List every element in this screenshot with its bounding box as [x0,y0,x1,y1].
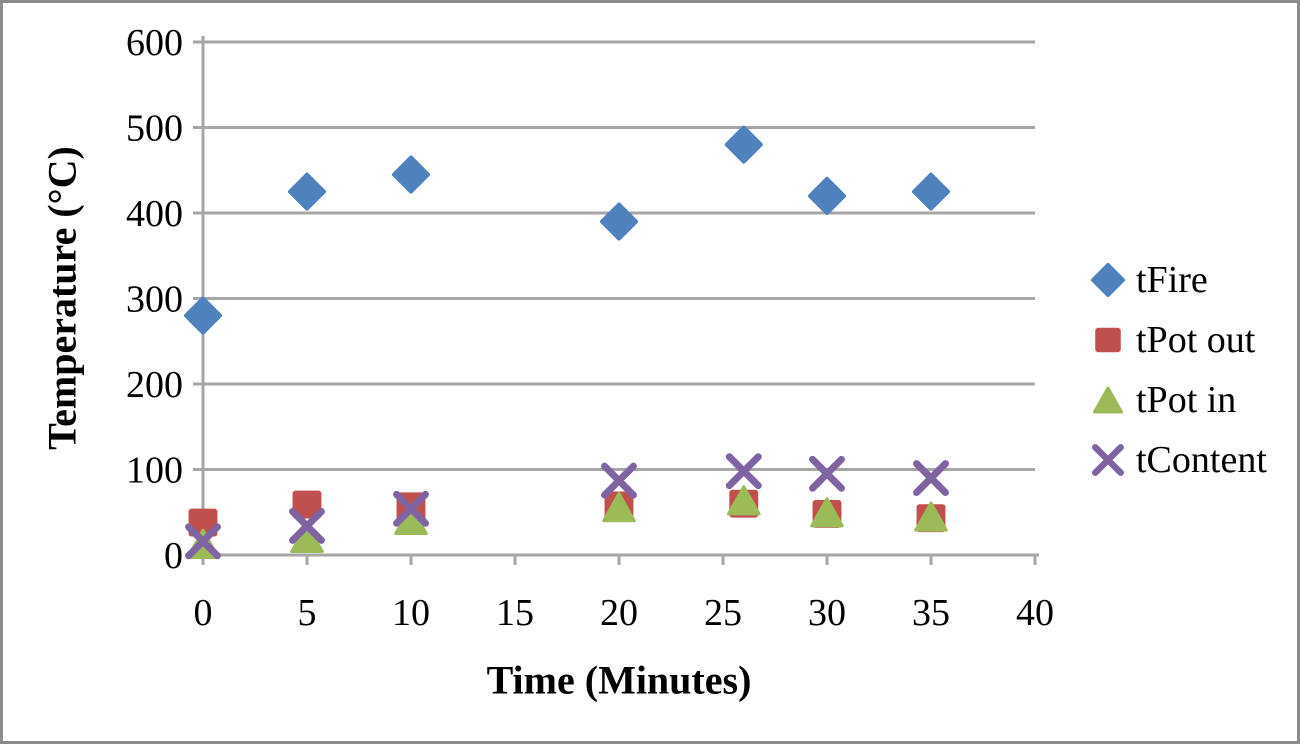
x-tick-label: 0 [194,592,213,634]
marker-triangle [602,492,636,523]
marker-diamond [392,155,430,194]
y-axis-title: Temperature (°C) [39,146,85,450]
x-tick-label: 35 [912,592,950,634]
marker-diamond [288,172,326,211]
y-tick-label: 600 [126,22,183,64]
legend-label: tPot out [1136,319,1256,361]
y-tick-label: 0 [164,535,183,577]
marker-triangle [914,501,948,532]
legend: tFire tPot out tPot in tContent [1090,259,1267,481]
marker-diamond [808,176,846,215]
marker-x [913,460,949,496]
x-tick-label: 30 [808,592,846,634]
marker-triangle [727,485,761,516]
marker-x [809,455,845,492]
marker-triangle [810,497,844,528]
marker-x [393,490,429,527]
legend-item-tpot-in: tPot in [1090,379,1267,421]
triangle-legend-icon [1093,386,1123,414]
legend-label: tPot in [1136,379,1237,421]
x-axis-title: Time (Minutes) [486,657,752,703]
marker-x [601,462,637,499]
marker-diamond [600,202,638,241]
legend-item-tpot-out: tPot out [1090,319,1267,361]
marker-x [725,453,762,490]
y-tick-label: 300 [126,279,183,321]
x-tick-label: 5 [298,592,317,634]
x-tick-label: 25 [704,592,742,634]
y-tick-label: 200 [126,364,183,406]
legend-item-tcontent: tContent [1090,439,1267,481]
x-tick-label: 20 [600,592,638,634]
marker-square [292,490,322,519]
legend-label: tFire [1136,259,1208,301]
marker-x [185,523,221,560]
marker-x [289,507,325,544]
y-tick-label: 400 [126,193,183,235]
marker-diamond [912,172,950,211]
legend-label: tContent [1136,439,1267,481]
y-tick-label: 100 [126,450,183,492]
diamond-legend-icon [1091,263,1125,297]
marker-diamond [724,125,763,164]
square-legend-icon [1095,327,1121,353]
legend-item-tfire: tFire [1090,259,1267,301]
marker-diamond [184,296,222,335]
y-tick-label: 500 [126,108,183,150]
x-legend-icon [1092,444,1124,476]
x-tick-label: 15 [496,592,534,634]
x-tick-label: 10 [392,592,430,634]
x-tick-label: 40 [1016,592,1054,634]
